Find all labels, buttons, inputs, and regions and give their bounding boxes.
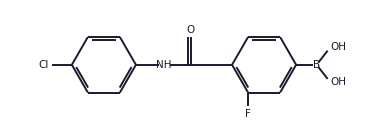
Text: F: F <box>245 109 251 119</box>
Text: OH: OH <box>331 42 347 52</box>
Text: O: O <box>187 25 195 35</box>
Text: Cl: Cl <box>39 60 49 70</box>
Text: B: B <box>312 60 320 70</box>
Text: OH: OH <box>331 77 347 87</box>
Text: NH: NH <box>156 60 172 70</box>
